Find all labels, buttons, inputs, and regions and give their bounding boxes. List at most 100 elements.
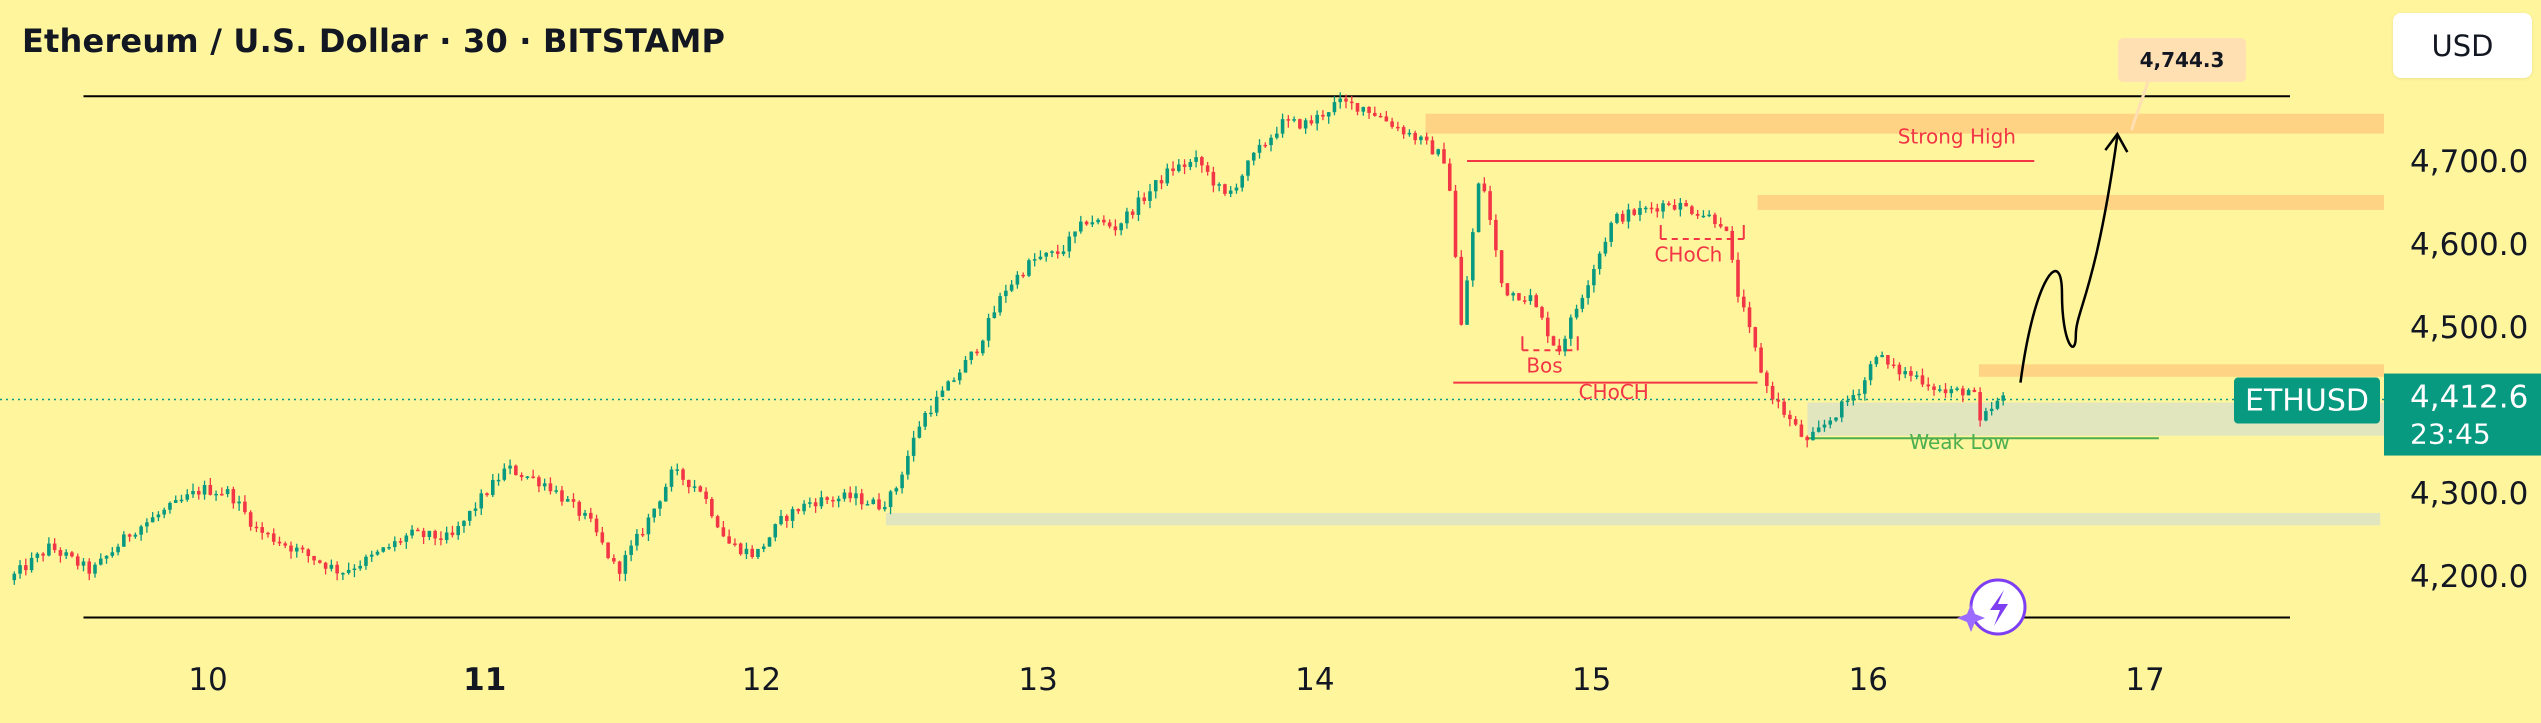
candle-body — [1695, 213, 1700, 216]
candle-body — [1471, 232, 1475, 281]
candle-body — [439, 538, 443, 540]
candle-body — [1113, 226, 1118, 231]
candle-body — [1603, 241, 1608, 254]
candle-body — [294, 547, 299, 552]
candle-body — [888, 491, 893, 508]
candle-body — [1718, 224, 1723, 227]
candle-body — [1326, 112, 1331, 117]
candle-body — [248, 512, 253, 527]
candle-body — [398, 541, 403, 543]
candle-body — [104, 555, 109, 559]
candle-body — [986, 318, 991, 341]
candle-body — [1430, 140, 1435, 155]
candle-body — [467, 510, 472, 521]
candle-body — [1730, 230, 1735, 260]
candle-body — [802, 503, 806, 512]
candle-body — [127, 534, 132, 537]
candle-body — [231, 489, 236, 504]
projection-arrow-group — [2019, 131, 2129, 383]
candle-body — [185, 494, 190, 500]
candle-body — [1096, 219, 1100, 223]
candle-body — [1355, 103, 1360, 112]
candle-body — [934, 396, 939, 413]
candle-body — [1499, 250, 1504, 284]
candle-body — [496, 479, 501, 482]
candle-body — [1978, 392, 1982, 421]
time-tick-label: 17 — [2125, 662, 2164, 698]
candle-body — [761, 546, 766, 549]
candle-body — [1966, 389, 1971, 396]
candle-body — [1597, 253, 1602, 270]
candle-body — [2001, 395, 2005, 401]
candle-body — [1286, 119, 1291, 121]
price-zone-2 — [1978, 364, 2384, 377]
price-tick-label: 4,300.0 — [2410, 476, 2528, 512]
candle-body — [122, 534, 126, 547]
candle-body — [571, 499, 576, 502]
price-axis[interactable]: 4,200.0 4,300.0 4,500.0 4,600.0 4,700.0 ETHUS… — [2234, 144, 2541, 595]
candle-body — [1292, 119, 1296, 121]
annotation-lines — [83, 95, 2290, 619]
candle-body — [606, 542, 610, 559]
candle-body — [1263, 144, 1268, 147]
candle-body — [1897, 364, 1902, 375]
last-price-tag-value: 4,412.6 — [2410, 380, 2528, 416]
candle-body — [629, 545, 633, 556]
candle-body — [75, 556, 80, 566]
candle-body — [1995, 400, 2000, 409]
candle-body — [24, 565, 28, 571]
candle-body — [306, 549, 311, 556]
candle-body — [1643, 207, 1648, 210]
candle-body — [589, 512, 593, 519]
candle-body — [220, 493, 224, 496]
candle-body — [1776, 399, 1781, 402]
candle-body — [196, 490, 201, 495]
candle-body — [191, 490, 195, 495]
candle-body — [1119, 223, 1123, 231]
candle-body — [254, 526, 259, 529]
candle-body — [1557, 345, 1562, 352]
candle-body — [289, 545, 293, 552]
currency-button[interactable]: USD — [2393, 13, 2532, 78]
candle-body — [1592, 269, 1596, 286]
candle-body — [1914, 375, 1919, 377]
candle-body — [502, 468, 507, 480]
candle-body — [1638, 207, 1642, 215]
candle-body — [790, 509, 795, 521]
candle-body — [87, 561, 92, 574]
candle-body — [1528, 295, 1533, 302]
candle-body — [1211, 171, 1216, 186]
candle-body — [669, 469, 674, 487]
candle-body — [1747, 307, 1752, 328]
candle-body — [1009, 284, 1014, 291]
candle-body — [1419, 136, 1423, 141]
candle-body — [727, 536, 731, 544]
candle-body — [560, 490, 564, 502]
candle-body — [1920, 375, 1925, 385]
candle-body — [1177, 164, 1181, 172]
candle-body — [18, 565, 22, 574]
candle-body — [1580, 297, 1585, 309]
candle-body — [450, 532, 455, 536]
candle-body — [139, 526, 143, 535]
time-tick-label: 11 — [463, 662, 506, 698]
candle-body — [514, 465, 518, 475]
candle-body — [675, 469, 680, 471]
candle-body — [600, 532, 605, 543]
candle-body — [1349, 101, 1354, 104]
candle-body — [819, 497, 824, 507]
candle-body — [969, 351, 974, 360]
candle-body — [490, 479, 495, 496]
candle-body — [623, 555, 628, 574]
candle-body — [911, 437, 916, 456]
candle-body — [721, 527, 726, 537]
candle-body — [1961, 388, 1965, 396]
candle-body — [318, 560, 322, 563]
candle-body — [1522, 300, 1527, 302]
target-label-box — [2118, 38, 2246, 82]
time-axis[interactable]: 10 11 12 13 14 15 16 17 — [188, 662, 2164, 698]
candle-body — [1626, 209, 1631, 222]
candle-body — [1165, 168, 1170, 184]
candle-body — [358, 565, 362, 569]
